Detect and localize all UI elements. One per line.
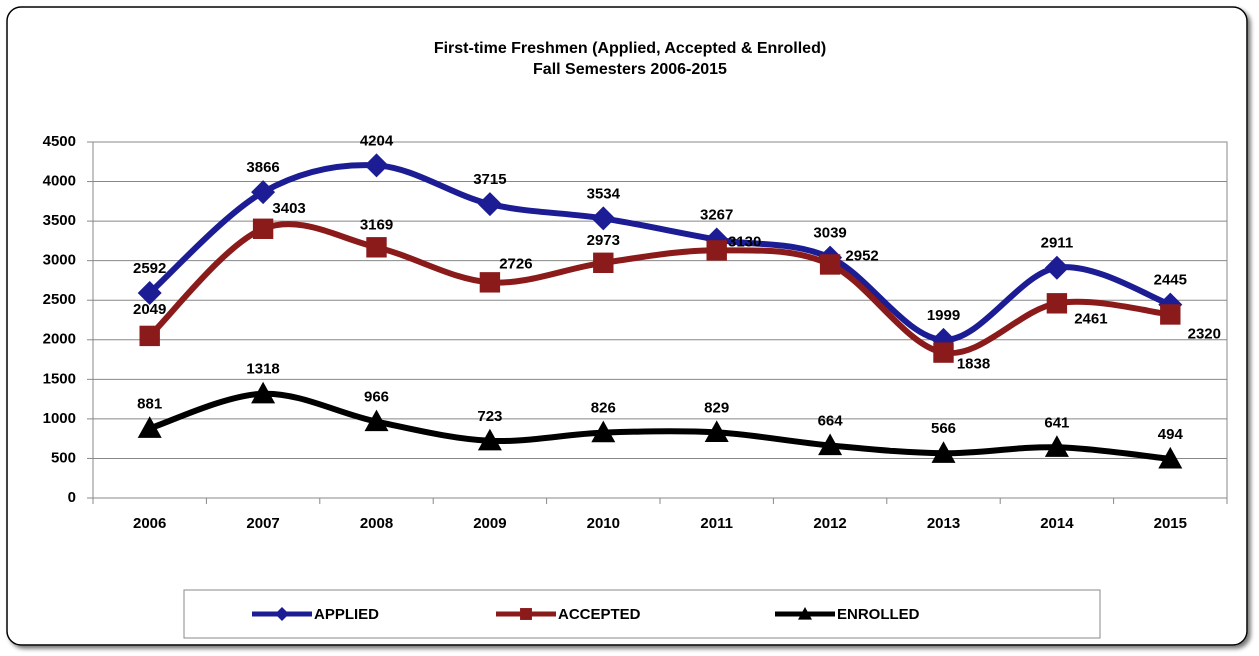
data-point [137, 416, 162, 438]
data-point [252, 218, 274, 239]
y-tick-label: 4500 [43, 133, 76, 150]
x-tick-label: 2012 [813, 515, 846, 532]
data-point [251, 381, 276, 404]
data-label: 2320 [1188, 325, 1221, 342]
data-label: 3267 [700, 207, 733, 224]
data-label: 3130 [728, 233, 761, 250]
x-tick-label: 2013 [927, 515, 960, 532]
data-label: 3169 [360, 216, 393, 233]
data-point [1160, 304, 1181, 325]
series-line [147, 162, 1172, 343]
legend-label: ENROLLED [837, 606, 920, 623]
y-tick-label: 0 [68, 489, 76, 506]
y-tick-label: 1500 [43, 370, 76, 387]
data-label: 4204 [360, 132, 394, 149]
y-tick-label: 3500 [43, 212, 76, 229]
y-tick-label: 4000 [43, 173, 76, 190]
data-label: 3866 [246, 159, 279, 176]
data-point [591, 420, 616, 443]
data-label: 1999 [927, 307, 960, 324]
data-label: 3403 [272, 200, 305, 217]
data-point [818, 433, 843, 456]
data-point [364, 409, 389, 432]
x-tick-label: 2008 [360, 515, 393, 532]
legend-marker [798, 607, 812, 620]
data-label: 3715 [473, 171, 506, 188]
x-tick-label: 2010 [587, 515, 620, 532]
data-point [139, 325, 160, 347]
data-label: 3534 [587, 185, 621, 202]
data-label: 2049 [133, 301, 166, 318]
data-point [931, 441, 956, 463]
data-point [477, 192, 502, 217]
data-point [704, 420, 729, 443]
x-tick-label: 2015 [1154, 515, 1187, 532]
y-tick-label: 500 [51, 449, 76, 466]
data-point [593, 252, 614, 274]
data-point [479, 272, 501, 293]
chart-title: First-time Freshmen (Applied, Accepted &… [434, 40, 826, 57]
legend-label: ACCEPTED [558, 606, 641, 623]
data-label: 826 [591, 400, 616, 417]
legend-box [183, 589, 1101, 639]
data-point [933, 342, 954, 363]
x-tick-label: 2006 [133, 515, 166, 532]
legend-marker [520, 608, 532, 620]
data-label: 1838 [957, 356, 990, 373]
data-label: 641 [1044, 414, 1069, 431]
data-label: 2726 [499, 255, 532, 272]
data-point [591, 206, 616, 231]
data-label: 566 [931, 420, 956, 437]
legend-label: APPLIED [314, 606, 379, 623]
data-point [251, 180, 276, 205]
data-label: 2445 [1154, 272, 1187, 289]
data-label: 723 [477, 408, 502, 425]
legend-marker [275, 607, 289, 621]
data-label: 966 [364, 389, 389, 406]
data-label: 2592 [133, 260, 166, 277]
data-label: 881 [137, 395, 162, 412]
data-point [1158, 446, 1183, 469]
data-point [1046, 293, 1068, 314]
y-tick-label: 3000 [43, 252, 76, 269]
data-label: 664 [818, 412, 844, 429]
x-tick-label: 2007 [246, 515, 279, 532]
data-label: 2952 [845, 247, 878, 264]
data-label: 3039 [813, 225, 846, 242]
data-point [706, 240, 727, 261]
data-point [364, 153, 389, 178]
data-label: 2973 [587, 232, 620, 249]
plot-area [92, 141, 1228, 499]
data-point [1044, 255, 1069, 280]
y-tick-label: 2500 [43, 291, 76, 308]
x-tick-label: 2014 [1040, 515, 1074, 532]
x-tick-label: 2009 [473, 515, 506, 532]
x-tick-label: 2011 [700, 515, 733, 532]
series-line [147, 221, 1171, 357]
data-point [819, 254, 841, 275]
data-label: 2911 [1041, 235, 1074, 252]
y-tick-label: 1000 [43, 410, 76, 427]
data-point [137, 280, 162, 305]
data-label: 1318 [246, 361, 279, 378]
chart-subtitle: Fall Semesters 2006-2015 [533, 61, 727, 78]
data-point [477, 428, 502, 451]
y-tick-label: 2000 [43, 331, 76, 348]
data-label: 829 [704, 399, 729, 416]
data-label: 494 [1158, 426, 1184, 443]
data-label: 2461 [1074, 310, 1107, 327]
data-point [366, 237, 387, 258]
series-line [148, 390, 1171, 462]
data-point [1044, 435, 1069, 457]
